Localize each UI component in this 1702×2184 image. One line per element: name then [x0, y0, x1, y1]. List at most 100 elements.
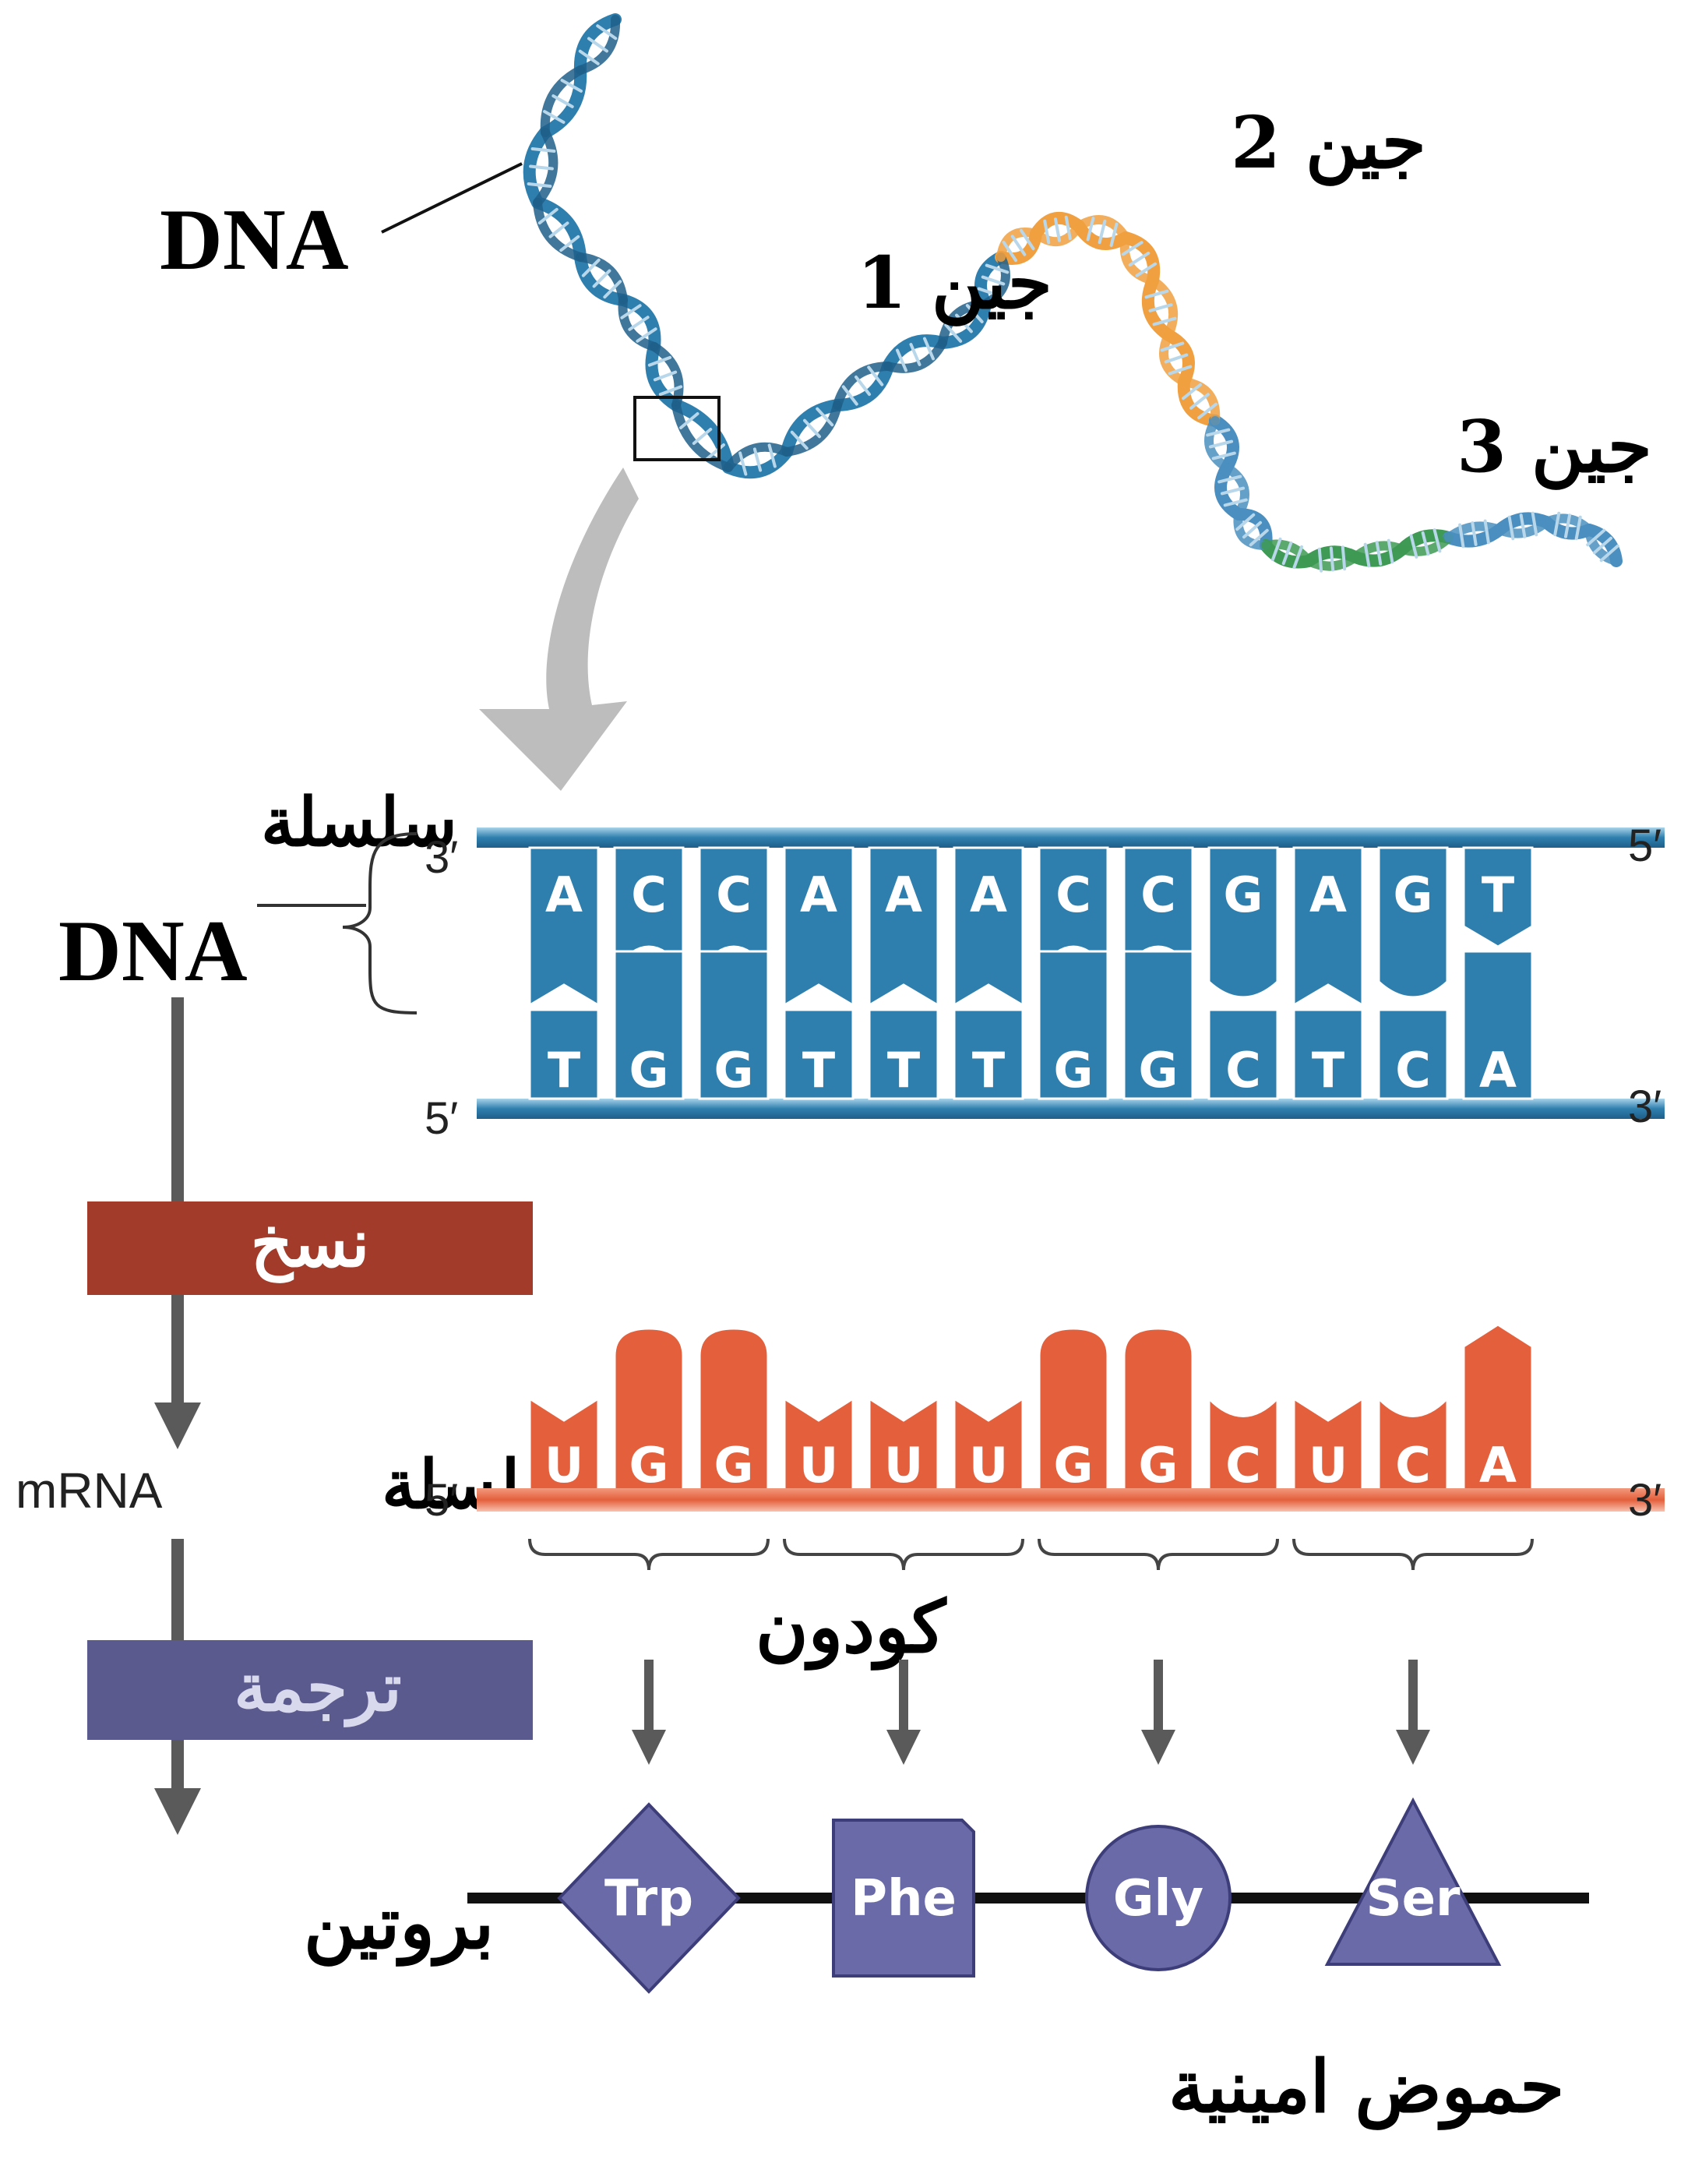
helix-rung	[767, 443, 777, 468]
helix-rung	[854, 375, 872, 397]
amino-acid-diamond	[557, 1802, 741, 1994]
dna-bottom-base-letter: G	[1139, 1042, 1179, 1099]
dna-bottom-base	[868, 1008, 939, 1100]
protein-label: بروتين	[304, 1881, 494, 1967]
zoom-region-box	[633, 396, 721, 461]
helix-rung	[1217, 475, 1242, 484]
helix-rung	[530, 146, 556, 153]
helix-rung	[1292, 545, 1304, 570]
amino-acids-label: حموض امينية	[1168, 2045, 1564, 2130]
mrna-right-end: 3′	[1628, 1475, 1661, 1526]
dna-strand-label-dna: DNA	[58, 903, 248, 1000]
helix-rung	[1182, 383, 1202, 400]
helix-rung	[1363, 542, 1371, 568]
dna-bottom-base	[528, 1008, 600, 1100]
helix-rung	[738, 451, 748, 476]
helix-rung	[944, 323, 963, 343]
helix-rung	[1387, 538, 1394, 564]
amino-acid-chain: Trp Phe Gly Ser	[557, 1797, 1502, 1994]
helix-rung	[628, 316, 650, 331]
helix-rung	[1599, 544, 1619, 563]
flow-arrowhead-2	[154, 1402, 201, 1449]
helix-rung	[1242, 520, 1263, 539]
helix-rung	[1270, 537, 1282, 562]
helix-rung	[1586, 528, 1606, 547]
helix-rung	[955, 313, 973, 333]
dna-top-base	[953, 846, 1024, 1007]
dna-bottom-base-letter: T	[548, 1042, 580, 1099]
dna-top-base-letter: T	[1482, 866, 1514, 923]
helix-rung	[529, 164, 554, 171]
dna-bottom-base-letter: T	[972, 1042, 1005, 1099]
helix-rung	[1235, 513, 1256, 531]
mrna-base-letter: C	[1395, 1437, 1431, 1494]
helix-rung	[867, 365, 884, 386]
mrna-latin-label: mRNA	[16, 1462, 163, 1519]
helix-rung	[636, 327, 657, 343]
mrna-left-end: 5′	[425, 1475, 458, 1526]
codon-arrowhead	[1396, 1730, 1430, 1765]
helix-rung	[705, 443, 725, 460]
dna-top-base-letter: C	[1140, 866, 1176, 923]
mrna-base-letter: G	[1139, 1437, 1179, 1494]
helix-rung	[1098, 219, 1107, 245]
dna-bottom-right-end: 3′	[1628, 1081, 1661, 1132]
transcription-label: نسخ	[251, 1205, 370, 1283]
helix-rung	[1168, 365, 1193, 376]
helix-rung	[1206, 428, 1231, 437]
helix-rung	[587, 37, 609, 53]
helix-rung	[527, 182, 552, 189]
helix-rung	[653, 370, 678, 382]
helix-rung	[1053, 217, 1062, 242]
codon-label: كودون	[756, 1585, 947, 1671]
dna-bottom-base-letter: T	[1312, 1042, 1344, 1099]
gene-3-label: جين 3	[1457, 404, 1652, 490]
mrna-base-letter: U	[544, 1437, 583, 1494]
helix-rung	[647, 355, 672, 367]
mrna-base-letter: G	[1054, 1437, 1094, 1494]
helix-rung	[1531, 511, 1538, 537]
dna-bottom-base	[953, 1008, 1024, 1100]
gene-1-label: جين 1	[857, 241, 1052, 326]
dna-top-backbone	[477, 827, 1665, 848]
dna-top-base-letter: C	[716, 866, 752, 923]
helix-rung	[1197, 402, 1217, 420]
codon-arrowhead	[1141, 1730, 1175, 1765]
mrna-base	[613, 1327, 685, 1494]
helix-rung	[1317, 547, 1323, 573]
helix-rung	[1128, 251, 1151, 267]
codon-bracket	[1292, 1538, 1534, 1571]
translation-box	[87, 1640, 533, 1740]
mrna-base-letter: G	[629, 1437, 669, 1494]
helix-rung	[1592, 536, 1613, 555]
codon-bracket	[1038, 1538, 1279, 1571]
helix-rung	[603, 280, 622, 299]
gene-2-label: جين 2	[1231, 101, 1426, 186]
helix-rung	[1211, 451, 1236, 460]
codon-arrows	[632, 1660, 1430, 1765]
dna-top-base	[1207, 846, 1279, 999]
dna-bottom-base-letter: G	[714, 1042, 754, 1099]
helix-rung	[551, 94, 574, 108]
helix-rung	[1432, 528, 1442, 553]
dna-label-top: DNA	[160, 192, 349, 288]
helix-rung	[985, 263, 1010, 274]
dna-bottom-base-letter: G	[629, 1042, 669, 1099]
dna-bottom-left-end: 5′	[425, 1093, 458, 1144]
dna-bottom-base-letter: C	[1225, 1042, 1261, 1099]
helix-rung	[1148, 303, 1173, 312]
mrna-base	[1122, 1327, 1194, 1494]
dna-bottom-base	[1292, 1008, 1364, 1100]
helix-rung	[1329, 546, 1335, 572]
dna-bottom-base	[783, 1008, 855, 1100]
helix-rung	[1471, 521, 1478, 546]
helix-rung	[922, 337, 936, 361]
mrna-base	[1038, 1327, 1109, 1494]
amino-acid-label: Phe	[851, 1870, 957, 1928]
codon-arrowhead	[632, 1730, 666, 1765]
helix-rung	[1223, 498, 1248, 507]
mrna-backbone	[477, 1488, 1665, 1512]
codon-arrowhead	[886, 1730, 921, 1765]
dna-bottom-base-letter: C	[1395, 1042, 1431, 1099]
dna-ladder: A C C A A A C C G A G TT G G T T T G G C T C A	[477, 827, 1665, 1119]
